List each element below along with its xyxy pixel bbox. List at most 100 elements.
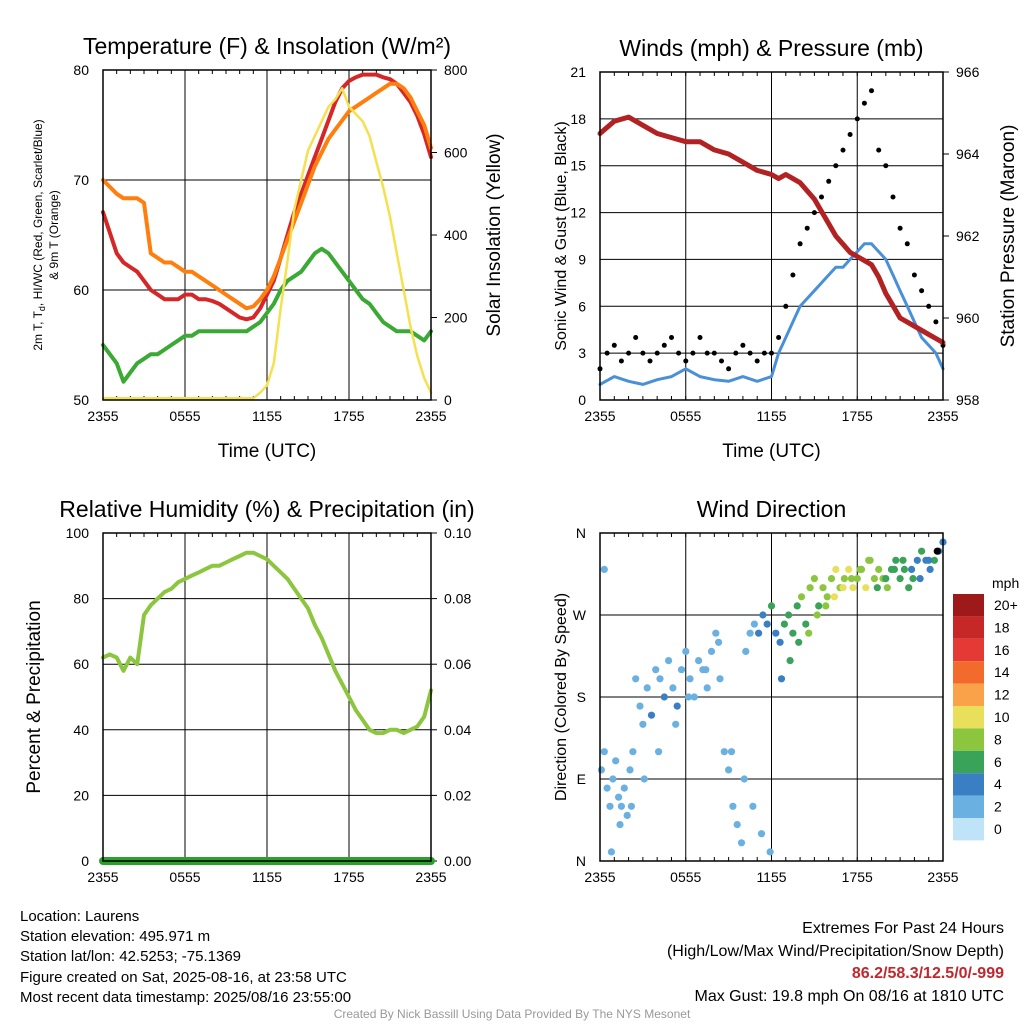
direction-point bbox=[847, 575, 856, 583]
direction-point bbox=[797, 593, 806, 601]
chart-title: Winds (mph) & Pressure (mb) bbox=[619, 35, 923, 61]
direction-point bbox=[805, 629, 813, 637]
direction-point bbox=[830, 593, 839, 601]
colorbar-label: 10 bbox=[994, 709, 1010, 725]
colorbar-swatch bbox=[953, 795, 984, 818]
credit-line: Created By Nick Bassill Using Data Provi… bbox=[333, 1007, 691, 1021]
direction-point bbox=[909, 575, 917, 583]
colorbar-swatch bbox=[953, 616, 984, 639]
colorbar-swatch bbox=[953, 706, 984, 729]
direction-point bbox=[899, 556, 907, 564]
gust-point bbox=[747, 350, 753, 356]
direction-point bbox=[883, 584, 891, 592]
gust-point bbox=[726, 366, 732, 372]
direction-point bbox=[853, 575, 861, 583]
direction-point bbox=[665, 657, 673, 665]
direction-point bbox=[933, 547, 941, 555]
gust-point bbox=[669, 335, 674, 340]
direction-point bbox=[616, 821, 624, 829]
x-tick-label: 1155 bbox=[756, 869, 786, 885]
gust-point bbox=[876, 147, 882, 153]
gust-point bbox=[897, 225, 903, 231]
temp-line-orange bbox=[101, 81, 433, 311]
y-tick-label: 12 bbox=[570, 205, 586, 221]
direction-point bbox=[845, 565, 853, 574]
y-axis-label-line2: & 9m T (Orange) bbox=[47, 190, 61, 280]
direction-point bbox=[615, 793, 623, 801]
direction-point bbox=[715, 638, 723, 646]
y-tick-label: 60 bbox=[73, 282, 89, 298]
gust-point bbox=[776, 335, 782, 340]
direction-point bbox=[892, 556, 900, 564]
direction-point bbox=[882, 575, 890, 583]
chart-title: Wind Direction bbox=[697, 496, 847, 522]
gust-point bbox=[626, 350, 632, 356]
colorbar-swatch bbox=[953, 594, 984, 617]
temp-line-red bbox=[101, 72, 433, 322]
gust-point bbox=[733, 350, 739, 356]
direction-point bbox=[856, 565, 864, 574]
y2-tick-label: 200 bbox=[444, 310, 468, 326]
colorbar-label: 18 bbox=[994, 619, 1010, 635]
direction-point bbox=[810, 575, 819, 583]
gust-point bbox=[633, 335, 639, 340]
direction-point bbox=[759, 611, 767, 619]
figure-created: Figure created on Sat, 2025-08-16, at 23… bbox=[20, 968, 347, 986]
x-axis-label: Time (UTC) bbox=[218, 441, 317, 462]
direction-point bbox=[925, 556, 933, 564]
y-tick-label: 0 bbox=[578, 392, 586, 408]
colorbar-swatch bbox=[953, 773, 984, 796]
direction-point bbox=[639, 720, 647, 728]
y-tick-label: 21 bbox=[570, 64, 586, 80]
x-tick-label: 1155 bbox=[756, 408, 786, 424]
direction-point bbox=[776, 638, 784, 646]
chart-panel-2: Winds (mph) & Pressure (mb) 2355 0555 1155 1… bbox=[553, 35, 1019, 462]
gust-point bbox=[611, 342, 617, 348]
direction-point bbox=[839, 584, 847, 592]
chart-title: Temperature (F) & Insolation (W/m²) bbox=[83, 33, 451, 59]
direction-point bbox=[905, 584, 913, 592]
max-gust: Max Gust: 19.8 mph On 08/16 at 1810 UTC bbox=[694, 987, 1005, 1005]
colorbar-swatch bbox=[953, 683, 984, 706]
colorbar-label: 2 bbox=[994, 799, 1002, 815]
gust-point bbox=[683, 358, 689, 364]
humidity-line-green bbox=[101, 550, 433, 736]
colorbar-label: 0 bbox=[994, 821, 1002, 837]
gust-point bbox=[797, 241, 803, 247]
y-tick-label: 3 bbox=[578, 345, 586, 361]
colorbar-unit: mph bbox=[992, 575, 1019, 591]
direction-point bbox=[673, 702, 681, 710]
x-tick-label: 0555 bbox=[169, 869, 200, 885]
direction-point bbox=[749, 802, 757, 810]
y-axis-label: Percent & Precipitation bbox=[24, 600, 45, 793]
direction-point bbox=[785, 611, 793, 619]
y2-axis-label: Station Pressure (Maroon) bbox=[998, 125, 1019, 348]
gust-point bbox=[861, 100, 867, 106]
direction-point bbox=[623, 811, 631, 820]
y-tick-label: 0 bbox=[81, 853, 89, 869]
gust-point bbox=[719, 358, 724, 364]
direction-point bbox=[913, 556, 921, 564]
y-tick-label: 60 bbox=[73, 656, 89, 672]
gust-point bbox=[904, 241, 910, 247]
gust-point bbox=[869, 88, 874, 94]
direction-point bbox=[819, 584, 827, 592]
direction-point bbox=[793, 602, 801, 610]
x-tick-label: 1155 bbox=[252, 869, 282, 885]
direction-point bbox=[862, 584, 870, 592]
y2-tick-label: 600 bbox=[444, 145, 468, 161]
direction-point bbox=[656, 675, 664, 683]
x-tick-label: 1755 bbox=[333, 408, 364, 424]
direction-point bbox=[832, 565, 840, 574]
y-axis-label-line: 2m T, T bbox=[31, 310, 45, 350]
direction-point bbox=[617, 802, 626, 810]
y-tick-label: 80 bbox=[73, 62, 89, 78]
direction-point bbox=[727, 748, 736, 756]
gust-point bbox=[883, 163, 889, 169]
direction-point bbox=[686, 675, 694, 683]
x-axis-label: Time (UTC) bbox=[722, 441, 821, 462]
direction-point bbox=[620, 784, 628, 792]
gust-point bbox=[847, 132, 853, 137]
gust-point bbox=[811, 210, 817, 216]
